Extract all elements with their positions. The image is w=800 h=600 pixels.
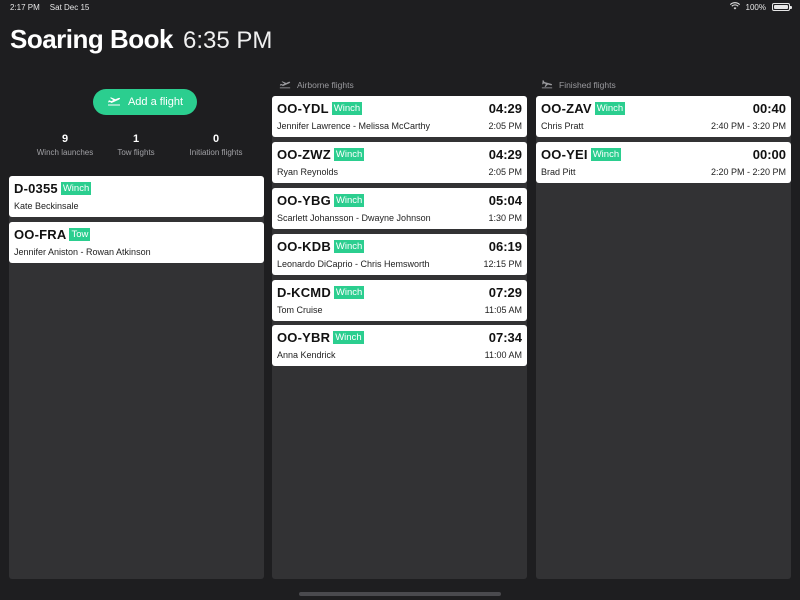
airborne-flight-card[interactable]: OO-YBR Winch 07:34 Anna Kendrick 11:00 A… <box>272 325 527 366</box>
takeoff-time: 12:15 PM <box>483 259 522 269</box>
callsign: OO-FRA <box>14 227 67 242</box>
finished-flight-card[interactable]: OO-ZAV Winch 00:40 Chris Pratt 2:40 PM -… <box>536 96 791 137</box>
stat-label: Tow flights <box>117 148 155 157</box>
pilots: Kate Beckinsale <box>14 201 79 211</box>
airborne-flights-column: OO-YDL Winch 04:29 Jennifer Lawrence - M… <box>272 96 527 579</box>
pending-flight-card[interactable]: D-0355 Winch Kate Beckinsale <box>9 176 264 217</box>
pending-flight-card[interactable]: OO-FRA Tow Jennifer Aniston - Rowan Atki… <box>9 222 264 263</box>
stat-value: 9 <box>61 133 69 145</box>
flight-duration: 05:04 <box>488 193 522 208</box>
pilots: Tom Cruise <box>277 305 323 315</box>
status-date: Sat Dec 15 <box>49 2 90 12</box>
launch-type-badge: Tow <box>69 228 91 241</box>
finished-title: Finished flights <box>559 80 616 90</box>
launch-type-badge: Winch <box>333 240 365 253</box>
launch-type-badge: Winch <box>331 102 363 115</box>
pending-flights-column: D-0355 Winch Kate Beckinsale OO-FRA Tow … <box>9 176 264 579</box>
stat-value: 0 <box>212 133 220 145</box>
launch-type-badge: Winch <box>333 286 365 299</box>
airborne-flight-card[interactable]: OO-KDB Winch 06:19 Leonardo DiCaprio - C… <box>272 234 527 275</box>
takeoff-time: 11:05 AM <box>484 305 522 315</box>
callsign: OO-ZAV <box>541 101 592 116</box>
takeoff-time: 11:00 AM <box>484 350 522 360</box>
status-time: 2:17 PM <box>10 2 40 12</box>
pilots: Ryan Reynolds <box>277 167 339 177</box>
flight-time-range: 2:20 PM - 2:20 PM <box>710 167 786 177</box>
pilots: Scarlett Johansson - Dwayne Johnson <box>277 213 431 223</box>
launch-type-badge: Winch <box>60 182 92 195</box>
launch-type-badge: Winch <box>333 194 365 207</box>
plane-landing-icon <box>541 79 553 91</box>
flight-duration: 00:40 <box>752 101 786 116</box>
header: Soaring Book 6:35 PM <box>10 24 272 55</box>
callsign: D-0355 <box>14 181 58 196</box>
flight-duration: 07:29 <box>488 285 522 300</box>
finished-flights-column: OO-ZAV Winch 00:40 Chris Pratt 2:40 PM -… <box>536 96 791 579</box>
airborne-flight-card[interactable]: OO-ZWZ Winch 04:29 Ryan Reynolds 2:05 PM <box>272 142 527 183</box>
airborne-flight-card[interactable]: OO-YDL Winch 04:29 Jennifer Lawrence - M… <box>272 96 527 137</box>
callsign: OO-YEI <box>541 147 588 162</box>
stat-winch-launches: 9 Winch launches <box>15 133 115 157</box>
stat-tow-flights: 1 Tow flights <box>86 133 186 157</box>
add-flight-label: Add a flight <box>127 96 184 108</box>
takeoff-icon <box>107 95 121 109</box>
callsign: OO-YBR <box>277 330 331 345</box>
pilots: Brad Pitt <box>541 167 576 177</box>
launch-type-badge: Winch <box>333 331 364 344</box>
stat-label: Initiation flights <box>189 148 243 157</box>
pilots: Leonardo DiCaprio - Chris Hemsworth <box>277 259 430 269</box>
header-clock: 6:35 PM <box>183 27 273 54</box>
battery-percent: 100% <box>745 2 766 12</box>
airborne-flight-card[interactable]: D-KCMD Winch 07:29 Tom Cruise 11:05 AM <box>272 280 527 321</box>
battery-icon <box>772 3 792 11</box>
launch-type-badge: Winch <box>594 102 626 115</box>
flight-duration: 06:19 <box>488 239 522 254</box>
add-flight-button[interactable]: Add a flight <box>93 89 197 115</box>
stat-label: Winch launches <box>36 148 94 157</box>
stat-initiation-flights: 0 Initiation flights <box>166 133 266 157</box>
plane-takeoff-icon <box>279 79 291 91</box>
finished-header: Finished flights <box>541 79 616 91</box>
status-bar: 2:17 PM Sat Dec 15 100% <box>0 0 800 14</box>
finished-flight-card[interactable]: OO-YEI Winch 00:00 Brad Pitt 2:20 PM - 2… <box>536 142 791 183</box>
callsign: OO-YBG <box>277 193 331 208</box>
flight-time-range: 2:40 PM - 3:20 PM <box>710 121 786 131</box>
launch-type-badge: Winch <box>333 148 365 161</box>
stat-value: 1 <box>132 133 140 145</box>
home-indicator[interactable] <box>299 592 501 596</box>
takeoff-time: 2:05 PM <box>488 121 522 131</box>
flight-duration: 04:29 <box>488 101 522 116</box>
pilots: Jennifer Lawrence - Melissa McCarthy <box>277 121 431 131</box>
callsign: D-KCMD <box>277 285 331 300</box>
callsign: OO-YDL <box>277 101 329 116</box>
flight-duration: 00:00 <box>752 147 786 162</box>
app-title: Soaring Book <box>10 24 174 54</box>
pilots: Anna Kendrick <box>277 350 336 360</box>
flight-duration: 07:34 <box>488 330 522 345</box>
airborne-flight-card[interactable]: OO-YBG Winch 05:04 Scarlett Johansson - … <box>272 188 527 229</box>
callsign: OO-ZWZ <box>277 147 331 162</box>
takeoff-time: 2:05 PM <box>488 167 522 177</box>
takeoff-time: 1:30 PM <box>488 213 522 223</box>
launch-type-badge: Winch <box>590 148 622 161</box>
flight-duration: 04:29 <box>488 147 522 162</box>
wifi-icon <box>729 2 740 12</box>
callsign: OO-KDB <box>277 239 331 254</box>
pilots: Jennifer Aniston - Rowan Atkinson <box>14 247 151 257</box>
pilots: Chris Pratt <box>541 121 584 131</box>
airborne-title: Airborne flights <box>297 80 354 90</box>
airborne-header: Airborne flights <box>279 79 354 91</box>
